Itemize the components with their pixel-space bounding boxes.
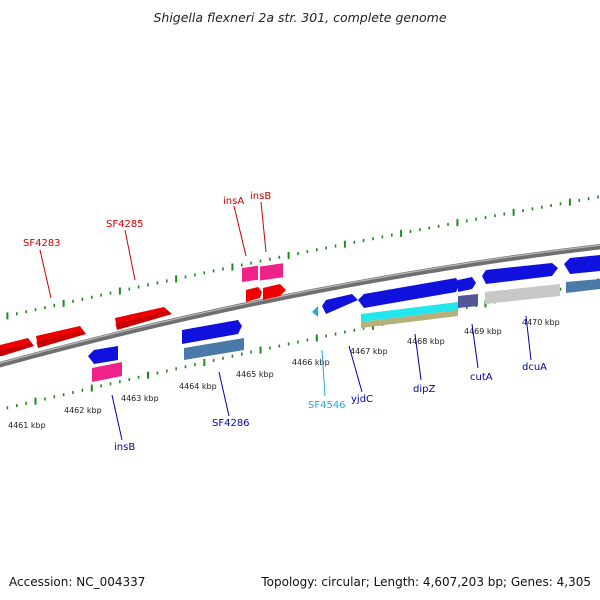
tick-label: 4469 kbp	[464, 327, 502, 336]
genome-summary-text: Topology: circular; Length: 4,607,203 bp…	[261, 575, 591, 589]
gene-label-dcuA[interactable]: dcuA	[522, 362, 547, 373]
label-leaders	[39, 201, 532, 441]
genome-backbone-highlight	[0, 244, 600, 364]
gene-box-insA-pink[interactable]	[242, 265, 258, 282]
bar-steel-SF4286	[184, 338, 244, 360]
gene-arrow-next[interactable]	[564, 255, 600, 274]
genome-backbone	[0, 243, 600, 368]
tick-label: 4466 kbp	[292, 358, 330, 367]
reverse-features	[88, 320, 244, 382]
gene-arrow-SF4283-a[interactable]	[0, 338, 34, 356]
gene-box-insB-rev-pink[interactable]	[92, 362, 122, 382]
bar-cyan-dipZ	[361, 302, 458, 322]
coordinate-labels: 4461 kbp 4462 kbp 4463 kbp 4464 kbp 4465…	[8, 318, 560, 430]
gene-box-insB-pink[interactable]	[260, 263, 283, 281]
gene-arrow-dcuA[interactable]	[482, 263, 558, 284]
tick-label: 4468 kbp	[407, 337, 445, 346]
accession-text: Accession: NC_004337	[9, 575, 146, 589]
bar-purple-dipZ	[458, 294, 478, 308]
gene-arrow-SF4283[interactable]	[36, 326, 86, 348]
gene-arrow-SF4285[interactable]	[115, 307, 172, 330]
product-bars	[361, 279, 600, 328]
gene-arrow-SF4283-a-shade	[0, 343, 34, 356]
gene-arrow-SF4546[interactable]	[312, 306, 318, 317]
tick-label: 4464 kbp	[179, 382, 217, 391]
bar-steel-right	[566, 279, 600, 293]
gene-label-cutA[interactable]: cutA	[470, 372, 493, 383]
tick-label: 4465 kbp	[236, 370, 274, 379]
gene-label-yjdC[interactable]: yjdC	[351, 394, 373, 405]
tick-label: 4463 kbp	[121, 394, 159, 403]
gene-arrow-insA[interactable]	[246, 287, 262, 302]
tick-label: 4470 kbp	[522, 318, 560, 327]
gene-label-insA[interactable]: insA	[223, 196, 244, 207]
map-title: Shigella flexneri 2a str. 301, complete …	[153, 10, 447, 25]
gene-arrow-SF4283-shade	[36, 331, 86, 348]
gene-label-SF4285[interactable]: SF4285	[106, 219, 144, 230]
gene-labels: SF4283 SF4285 insA insB insB SF4286 SF45…	[23, 191, 547, 453]
bar-grey-dcuA	[485, 284, 560, 304]
gene-arrow-SF4286[interactable]	[182, 320, 242, 344]
forward-features	[0, 255, 600, 356]
gene-label-SF4286[interactable]: SF4286	[212, 418, 250, 429]
gene-label-dipZ[interactable]: dipZ	[413, 384, 435, 395]
gene-arrow-cutA[interactable]	[458, 277, 476, 292]
gene-arrow-SF4285-shade	[115, 311, 172, 330]
tick-label: 4467 kbp	[350, 347, 388, 356]
gene-arrow-insB-rev[interactable]	[88, 346, 118, 364]
gene-label-SF4546[interactable]: SF4546	[308, 400, 346, 411]
tick-label: 4462 kbp	[64, 406, 102, 415]
bar-olive-dipZ	[361, 310, 458, 328]
gene-arrow-insB[interactable]	[263, 284, 286, 300]
gene-label-insB-rev[interactable]: insB	[114, 442, 135, 453]
forward-strand-ticks	[6, 195, 599, 320]
gene-arrow-blue-1[interactable]	[322, 294, 358, 314]
gene-label-SF4283[interactable]: SF4283	[23, 238, 61, 249]
gene-label-insB[interactable]: insB	[250, 191, 271, 202]
gene-arrow-yjdC[interactable]	[358, 278, 460, 308]
tick-label: 4461 kbp	[8, 421, 46, 430]
